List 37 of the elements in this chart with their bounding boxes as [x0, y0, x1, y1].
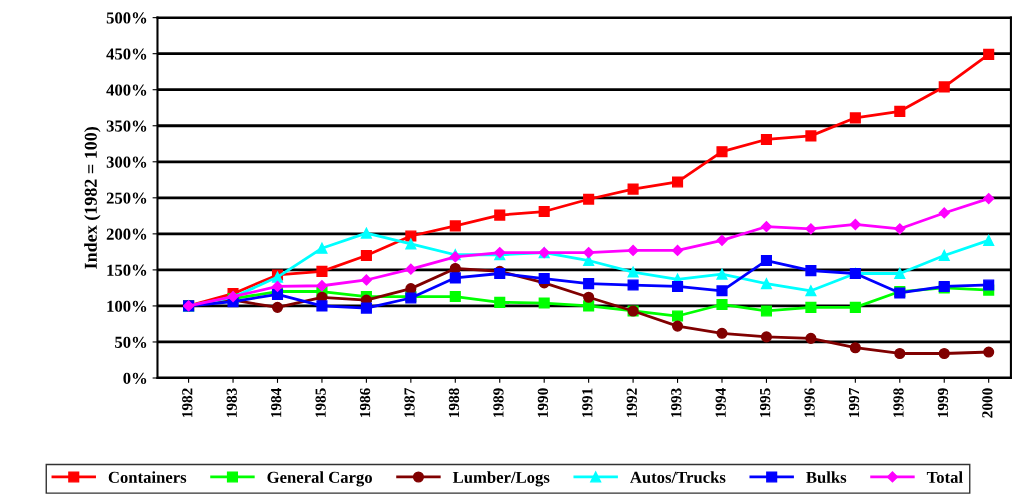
x-tick-label: 1994 [715, 388, 726, 418]
y-tick-label: 250% [106, 192, 147, 204]
x-tick-label: 1984 [271, 388, 282, 418]
y-tick-label: 0% [123, 372, 147, 384]
x-tick-label: 1992 [626, 388, 637, 418]
y-tick-label: 150% [107, 264, 147, 276]
legend-label: Total [926, 471, 963, 483]
x-tick-label: 1991 [582, 388, 593, 418]
x-tick-label: 1995 [760, 388, 771, 418]
x-tick-label: 1997 [848, 388, 860, 418]
y-tick-label: 300% [106, 156, 147, 168]
x-tick-label: 2000 [982, 388, 993, 418]
legend-label: Bulks [806, 471, 847, 483]
x-tick-label: 1996 [804, 388, 815, 418]
y-tick-label: 350% [106, 120, 147, 132]
x-tick-label: 1990 [537, 388, 549, 418]
y-axis-title: Index (1982 = 100) [84, 127, 101, 269]
x-tick-label: 1983 [226, 388, 237, 418]
x-tick-label: 1986 [359, 388, 371, 418]
y-tick-label: 500% [106, 12, 147, 24]
y-tick-label: 50% [115, 336, 147, 348]
x-tick-label: 1985 [315, 388, 326, 418]
x-tick-label: 1998 [893, 388, 904, 418]
y-tick-label: 400% [106, 84, 147, 96]
x-tick-label: 1999 [937, 388, 949, 418]
x-tick-label: 1982 [182, 388, 193, 418]
legend-label: Autos/Trucks [630, 471, 726, 483]
x-tick-label: 1987 [404, 388, 415, 418]
x-tick-label: 1988 [448, 388, 460, 418]
y-tick-label: 200% [106, 228, 147, 240]
y-tick-label: 450% [106, 48, 147, 60]
y-tick-label: 100% [107, 300, 147, 312]
legend-label: General Cargo [267, 471, 372, 487]
x-tick-label: 1989 [493, 388, 504, 418]
x-tick-label: 1993 [671, 388, 682, 418]
legend-label: Lumber/Logs [452, 471, 550, 487]
legend-label: Containers [108, 471, 187, 483]
